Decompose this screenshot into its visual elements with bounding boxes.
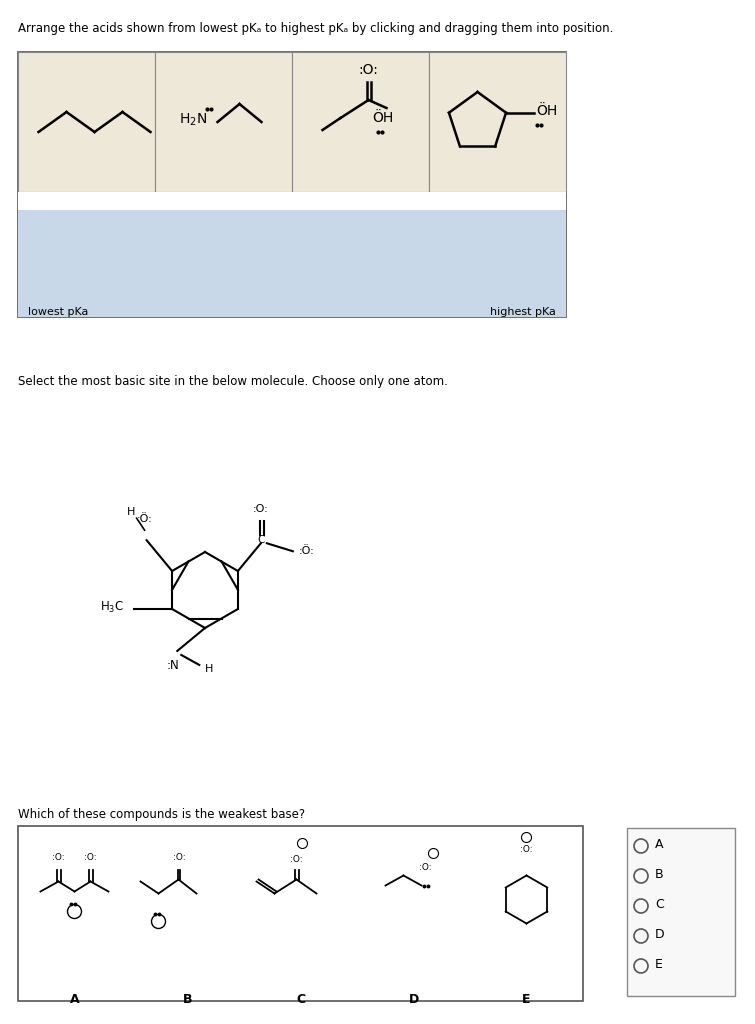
Text: :O:: :O: (52, 853, 65, 862)
Text: :Ö:: :Ö: (137, 514, 153, 524)
Text: highest pKa: highest pKa (490, 307, 556, 317)
Text: C: C (655, 898, 664, 911)
Text: D: D (655, 929, 664, 941)
Text: :O:: :O: (253, 504, 269, 514)
Bar (429, 52, 566, 193)
Text: E: E (655, 958, 663, 972)
Bar (18, 210, 566, 317)
Text: C: C (257, 536, 264, 545)
Text: Which of these compounds is the weakest base?: Which of these compounds is the weakest … (18, 808, 305, 821)
Text: ÖH: ÖH (372, 111, 393, 125)
Text: :O:: :O: (520, 845, 533, 854)
Text: C: C (296, 993, 305, 1006)
Text: H: H (205, 664, 214, 674)
Bar (627, 828, 735, 996)
Text: Select the most basic site in the below molecule. Choose only one atom.: Select the most basic site in the below … (18, 375, 448, 388)
Text: E: E (522, 993, 531, 1006)
Text: H$_2$N: H$_2$N (180, 112, 208, 128)
Text: :Ö:: :Ö: (299, 546, 315, 556)
Text: D: D (408, 993, 418, 1006)
Text: H$_3$C: H$_3$C (100, 599, 124, 614)
Text: :O:: :O: (419, 863, 432, 872)
Text: lowest pKa: lowest pKa (28, 307, 88, 317)
Bar (18, 52, 155, 193)
Bar (18, 826, 583, 1001)
Bar (155, 52, 292, 193)
Text: A: A (655, 839, 664, 852)
Text: :O:: :O: (85, 853, 97, 862)
Text: :O:: :O: (173, 853, 186, 862)
Text: B: B (655, 868, 664, 882)
Text: H: H (126, 507, 135, 517)
Text: Arrange the acids shown from lowest pKₐ to highest pKₐ by clicking and dragging : Arrange the acids shown from lowest pKₐ … (18, 22, 613, 35)
Text: :O:: :O: (290, 855, 303, 864)
Text: A: A (69, 993, 79, 1006)
Bar (18, 193, 566, 210)
Text: ÖH: ÖH (536, 103, 557, 118)
Bar (292, 52, 429, 193)
Bar (18, 52, 566, 317)
Text: :O:: :O: (359, 63, 378, 77)
Text: B: B (183, 993, 193, 1006)
Text: :N: :N (167, 659, 180, 672)
